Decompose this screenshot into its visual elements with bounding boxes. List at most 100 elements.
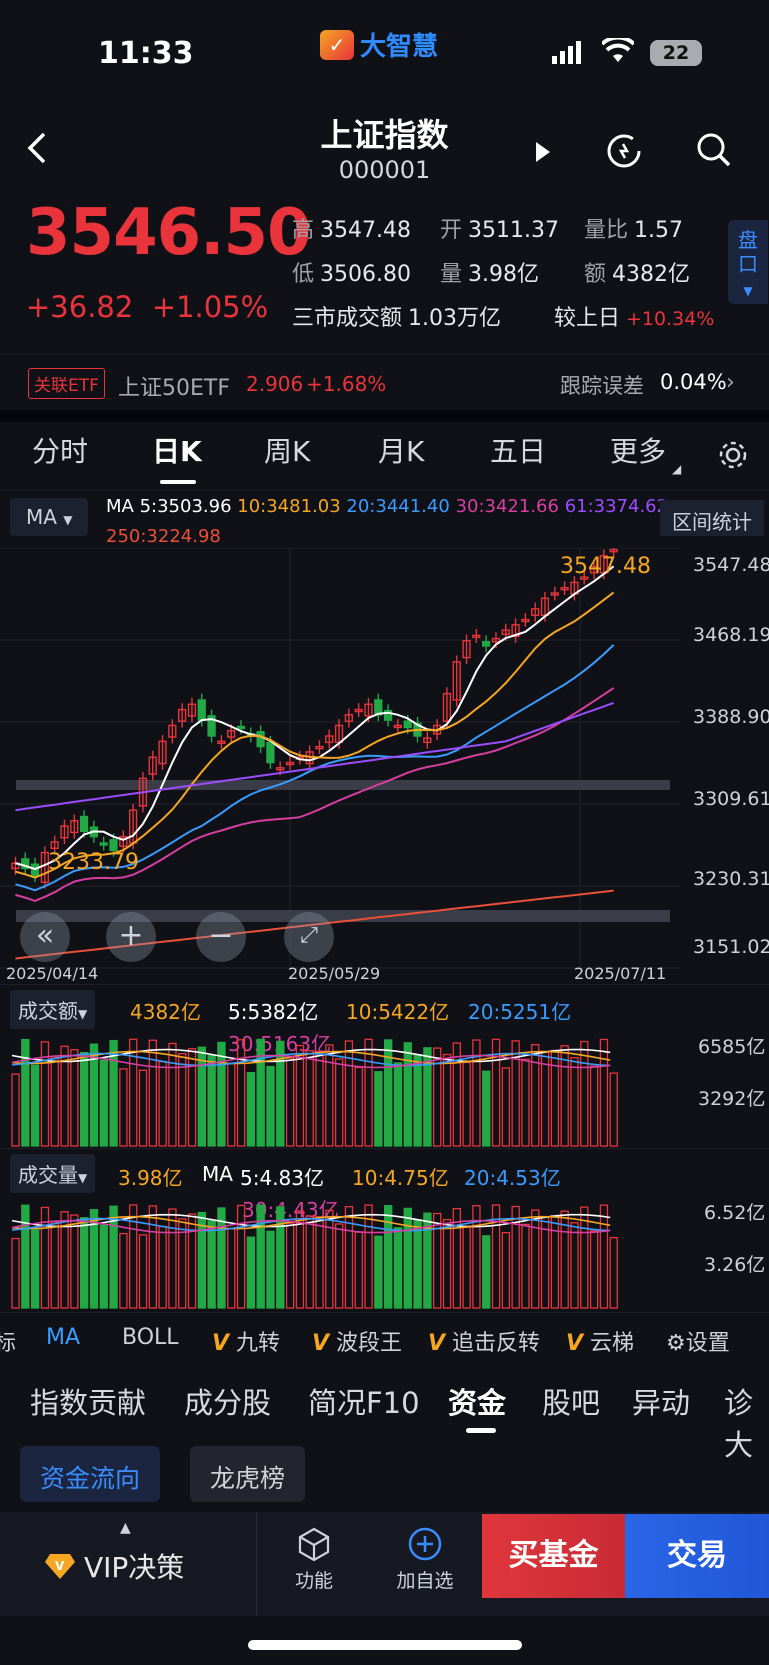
bar xyxy=(187,1213,197,1309)
zoom-in-button[interactable]: + xyxy=(106,912,156,962)
candle-body xyxy=(325,735,334,744)
chip-capital-flow[interactable]: 资金流向 xyxy=(20,1446,161,1502)
back-icon[interactable] xyxy=(24,128,48,168)
ma250-value: 250:3224.98 xyxy=(106,526,221,547)
bar xyxy=(119,1232,128,1309)
tab-f10[interactable]: 简况F10 xyxy=(308,1386,420,1420)
ma-lines xyxy=(15,565,615,960)
bar xyxy=(462,1061,471,1147)
bar xyxy=(472,1039,481,1147)
tab-intraday[interactable]: 分时 xyxy=(32,435,89,468)
add-watchlist-button[interactable]: 加自选 xyxy=(392,1526,458,1593)
tab-anomaly[interactable]: 异动 xyxy=(632,1386,691,1420)
bar xyxy=(187,1048,197,1147)
tab-forum[interactable]: 股吧 xyxy=(542,1386,601,1420)
indicator-v4[interactable]: V 云梯 xyxy=(566,1325,634,1357)
ma250-line xyxy=(15,889,614,960)
zoom-out-button[interactable]: − xyxy=(196,912,246,962)
tab-capital[interactable]: 资金 xyxy=(448,1386,507,1420)
chevron-right-icon[interactable]: › xyxy=(726,370,735,395)
home-indicator xyxy=(248,1640,522,1650)
bar xyxy=(589,1065,599,1147)
indicator-v1[interactable]: V 九转 xyxy=(212,1325,280,1357)
indicator-v3[interactable]: V 追击反转 xyxy=(428,1325,540,1357)
indicator-label: 设置 xyxy=(685,1331,730,1356)
kline-chart[interactable] xyxy=(0,548,769,978)
tab-diagnosis[interactable]: 诊大 xyxy=(724,1386,754,1462)
bar xyxy=(109,1039,118,1147)
cube-icon xyxy=(298,1527,330,1562)
candle-body xyxy=(236,725,246,730)
caret-up-icon: ▲ xyxy=(120,1520,131,1536)
candle-body xyxy=(285,761,295,766)
trade-button[interactable]: 交易 xyxy=(625,1514,769,1598)
order-book-tab[interactable]: 盘口 ▼ xyxy=(728,220,768,304)
candle-body xyxy=(315,745,324,750)
refresh-icon[interactable] xyxy=(604,130,644,174)
indicator-label: 追击反转 xyxy=(452,1331,541,1356)
etf-price: 2.906 xyxy=(246,372,304,396)
logo-mark-icon: ✓ xyxy=(320,29,354,60)
indicator-boll[interactable]: BOLL xyxy=(122,1325,179,1350)
bar xyxy=(109,1205,118,1309)
ma30-value: 30:3421.66 xyxy=(455,496,559,517)
stat-market-turnover: 三市成交额 1.03万亿 xyxy=(292,300,501,332)
bar xyxy=(501,1067,511,1147)
range-stats-button[interactable]: 区间统计 xyxy=(660,500,764,536)
volume-indicator-button[interactable]: 成交量▼ xyxy=(10,1154,96,1193)
tracking-value: 0.04% xyxy=(660,370,727,394)
indicator-partial[interactable]: 标 xyxy=(0,1331,17,1356)
indicator-v2[interactable]: V 波段王 xyxy=(312,1325,402,1357)
y-tick: 3388.90 xyxy=(693,706,769,728)
candle-body xyxy=(276,767,285,771)
tab-monthly-k[interactable]: 月K xyxy=(378,435,425,468)
chip-dragon-tiger[interactable]: 龙虎榜 xyxy=(190,1446,306,1502)
change-value: +36.82 xyxy=(26,290,134,324)
bar xyxy=(413,1219,422,1309)
bar xyxy=(599,1038,609,1147)
bar xyxy=(266,1065,275,1147)
tab-daily-k[interactable]: 日K xyxy=(152,435,202,468)
indicator-ma[interactable]: MA xyxy=(46,1325,81,1350)
bar xyxy=(276,1040,285,1147)
functions-button[interactable]: 功能 xyxy=(290,1526,338,1593)
buy-fund-button[interactable]: 买基金 xyxy=(482,1514,625,1598)
x-tick: 2025/05/29 xyxy=(288,964,381,983)
bar xyxy=(403,1042,412,1147)
bar xyxy=(79,1217,89,1309)
bar xyxy=(197,1211,207,1309)
bar xyxy=(570,1057,579,1147)
bar xyxy=(472,1205,481,1309)
amount-ma5: 5:5382亿 xyxy=(228,1000,319,1024)
bar xyxy=(285,1057,295,1147)
vip-button[interactable]: V VIP决策 xyxy=(44,1546,184,1586)
tab-more[interactable]: 更多 xyxy=(610,435,667,468)
bar xyxy=(609,1236,618,1309)
stat-high: 高 3547.48 xyxy=(292,212,411,244)
chart-settings-gear-icon[interactable] xyxy=(718,440,748,474)
candle-body xyxy=(560,587,569,591)
scroll-left-button[interactable]: « xyxy=(20,912,70,962)
tab-index-contribution[interactable]: 指数贡献 xyxy=(30,1386,147,1420)
amount-indicator-button[interactable]: 成交额▼ xyxy=(10,990,96,1029)
bar xyxy=(609,1072,618,1147)
search-icon[interactable] xyxy=(694,130,734,174)
bar xyxy=(256,1038,265,1147)
etf-name[interactable]: 上证50ETF xyxy=(118,376,230,401)
tab-five-day[interactable]: 五日 xyxy=(490,435,547,468)
next-stock-icon[interactable] xyxy=(534,140,552,168)
bar xyxy=(50,1056,59,1147)
bar xyxy=(40,1206,50,1309)
app-logo: ✓ 大智慧 xyxy=(320,26,438,63)
battery-level: 22 xyxy=(662,42,690,64)
tab-weekly-k[interactable]: 周K xyxy=(264,435,311,468)
active-nav-indicator xyxy=(466,1428,496,1433)
bar-ma-line xyxy=(11,1054,611,1069)
indicator-settings[interactable]: ⚙设置 xyxy=(666,1325,730,1357)
x-tick: 2025/04/14 xyxy=(6,964,99,983)
wifi-icon xyxy=(600,35,636,68)
tab-constituents[interactable]: 成分股 xyxy=(184,1386,272,1420)
fullscreen-button[interactable]: ⤢ xyxy=(284,912,334,962)
bar xyxy=(40,1041,50,1147)
ma-selector-button[interactable]: MA ▼ xyxy=(10,498,88,536)
